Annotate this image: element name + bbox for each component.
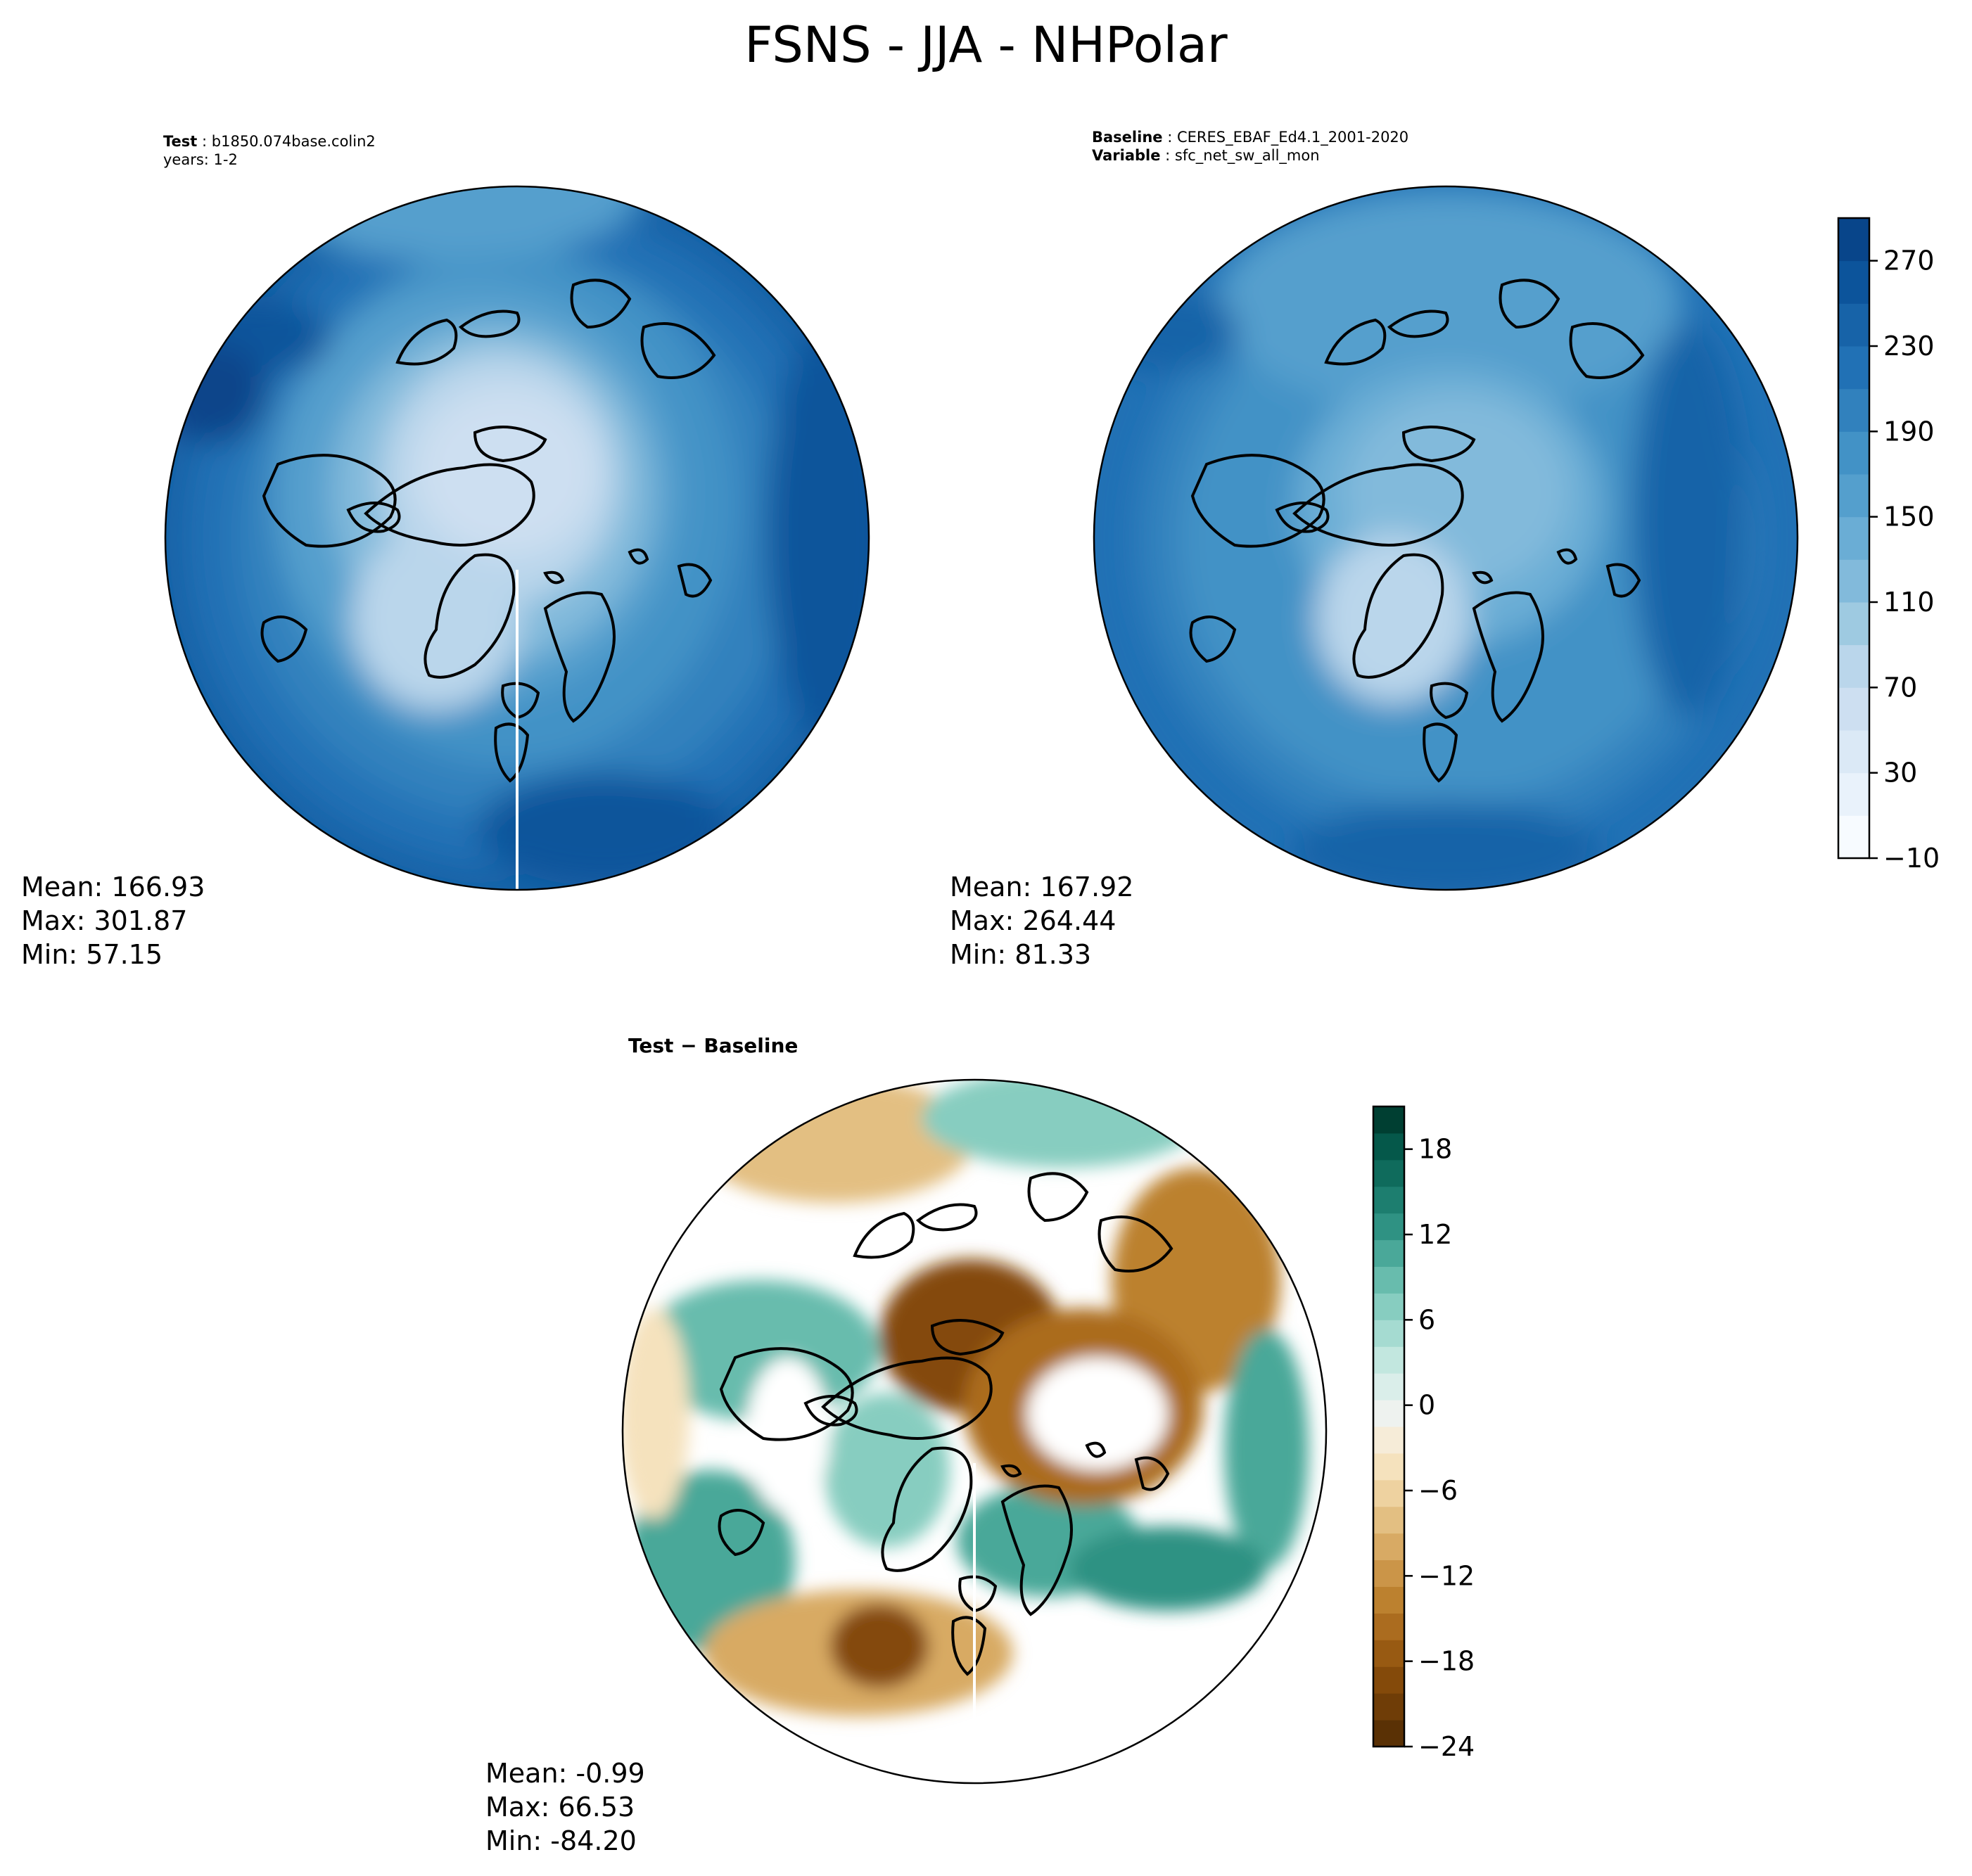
diff-colorbar-color-band xyxy=(1373,1453,1404,1481)
baseline-mean: Mean: 167.92 xyxy=(950,872,1134,902)
top-colorbar-color-band xyxy=(1838,431,1869,475)
diff-colorbar-color-band xyxy=(1373,1186,1404,1214)
diff-colorbar-color-band xyxy=(1373,1266,1404,1294)
diff-colorbar-color-band xyxy=(1373,1613,1404,1640)
diff-colorbar-color-band xyxy=(1373,1373,1404,1400)
top-colorbar-color-band xyxy=(1838,474,1869,518)
diff-colorbar-color-band xyxy=(1373,1239,1404,1267)
top-colorbar-color-band xyxy=(1838,602,1869,646)
test-missing-data-strip xyxy=(516,570,519,890)
top-colorbar-color-band xyxy=(1838,730,1869,774)
diff-colorbar-tick-label: 12 xyxy=(1418,1219,1452,1250)
top-colorbar-tick-label: −10 xyxy=(1883,843,1940,874)
figure-title: FSNS - JJA - NHPolar xyxy=(744,16,1228,74)
diff-min: Min: -84.20 xyxy=(485,1825,637,1856)
diff-colorbar-color-band xyxy=(1373,1693,1404,1721)
test-stats: Mean: 166.93 Max: 301.87 Min: 57.15 xyxy=(21,870,205,971)
top-colorbar-color-band xyxy=(1838,303,1869,347)
top-colorbar-tick-label: 30 xyxy=(1883,758,1917,789)
top-colorbar-color-band xyxy=(1838,644,1869,688)
top-colorbar: −10 30 70 110 150 190 230 270 xyxy=(1837,217,1940,874)
top-colorbar-tick-label: 270 xyxy=(1883,245,1935,276)
baseline-label: Baseline xyxy=(1092,129,1163,146)
diff-colorbar-tick-label: 18 xyxy=(1418,1134,1452,1165)
diff-map xyxy=(621,1078,1328,1785)
diff-colorbar-color-band xyxy=(1373,1320,1404,1347)
top-colorbar-color-band xyxy=(1838,815,1869,859)
top-colorbar-color-band xyxy=(1838,687,1869,731)
baseline-max: Max: 264.44 xyxy=(950,905,1117,936)
variable-name: sfc_net_sw_all_mon xyxy=(1174,147,1320,164)
diff-colorbar-color-band xyxy=(1373,1293,1404,1320)
diff-colorbar-color-band xyxy=(1373,1479,1404,1507)
test-mean: Mean: 166.93 xyxy=(21,872,205,902)
test-map-boundary xyxy=(164,185,870,891)
diff-colorbar-color-band xyxy=(1373,1506,1404,1534)
diff-stats: Mean: -0.99 Max: 66.53 Min: -84.20 xyxy=(485,1756,645,1858)
diff-colorbar-tick-label: −6 xyxy=(1418,1475,1458,1506)
diff-colorbar-color-band xyxy=(1373,1666,1404,1694)
test-min: Min: 57.15 xyxy=(21,939,163,970)
diff-colorbar-tick-label: 0 xyxy=(1418,1390,1435,1421)
test-case-name: b1850.074base.colin2 xyxy=(211,133,376,150)
test-header: Test : b1850.074base.colin2 years: 1-2 xyxy=(163,133,376,168)
test-label: Test xyxy=(163,133,198,150)
diff-colorbar-color-band xyxy=(1373,1533,1404,1561)
diff-colorbar-color-band xyxy=(1373,1132,1404,1161)
diff-colorbar-color-band xyxy=(1373,1400,1404,1427)
top-colorbar-color-band xyxy=(1838,772,1869,816)
variable-label: Variable xyxy=(1092,147,1161,164)
top-colorbar-color-band xyxy=(1838,218,1869,262)
top-colorbar-tick-label: 190 xyxy=(1883,416,1935,447)
top-colorbar-tick-label: 70 xyxy=(1883,672,1917,703)
baseline-map-boundary xyxy=(1093,185,1799,891)
diff-colorbar-frame xyxy=(1372,1105,1406,1748)
baseline-header: Baseline : CERES_EBAF_Ed4.1_2001-2020 Va… xyxy=(1092,129,1409,164)
baseline-stats: Mean: 167.92 Max: 264.44 Min: 81.33 xyxy=(950,870,1133,971)
top-colorbar-color-band xyxy=(1838,559,1869,603)
top-colorbar-color-band xyxy=(1838,388,1869,432)
diff-colorbar-tick-label: 6 xyxy=(1418,1304,1435,1335)
top-colorbar-color-band xyxy=(1838,346,1869,390)
top-colorbar-color-band xyxy=(1838,260,1869,304)
test-max: Max: 301.87 xyxy=(21,905,188,936)
baseline-dataset-name: CERES_EBAF_Ed4.1_2001-2020 xyxy=(1176,129,1409,146)
diff-colorbar-tick-label: −18 xyxy=(1418,1646,1475,1677)
diff-max: Max: 66.53 xyxy=(485,1792,635,1823)
diff-colorbar-color-band xyxy=(1373,1720,1404,1747)
diff-colorbar-color-band xyxy=(1373,1640,1404,1667)
diff-colorbar: −24 −18 −12 −6 0 6 12 18 xyxy=(1372,1105,1475,1762)
top-colorbar-tick-label: 110 xyxy=(1883,587,1935,618)
top-colorbar-frame xyxy=(1837,217,1871,860)
diff-colorbar-color-band xyxy=(1373,1586,1404,1614)
diff-colorbar-color-band xyxy=(1373,1159,1404,1187)
top-colorbar-tick-label: 230 xyxy=(1883,331,1935,362)
diff-mean: Mean: -0.99 xyxy=(485,1758,645,1789)
diff-colorbar-color-band xyxy=(1373,1213,1404,1241)
diff-colorbar-color-band xyxy=(1373,1427,1404,1454)
diff-map-boundary xyxy=(621,1078,1328,1785)
diff-missing-data-strip xyxy=(973,1463,976,1783)
diff-colorbar-tick-label: −12 xyxy=(1418,1560,1475,1591)
diff-colorbar-color-band xyxy=(1373,1106,1404,1134)
test-map xyxy=(164,185,870,891)
top-colorbar-color-band xyxy=(1838,516,1869,560)
diff-colorbar-color-band xyxy=(1373,1559,1404,1587)
diff-colorbar-tick-label: −24 xyxy=(1418,1731,1475,1762)
test-years: years: 1-2 xyxy=(163,151,238,168)
diff-colorbar-color-band xyxy=(1373,1346,1404,1374)
diff-header: Test − Baseline xyxy=(628,1034,799,1057)
baseline-map xyxy=(1093,185,1799,891)
baseline-min: Min: 81.33 xyxy=(950,939,1092,970)
top-colorbar-tick-label: 150 xyxy=(1883,502,1935,532)
